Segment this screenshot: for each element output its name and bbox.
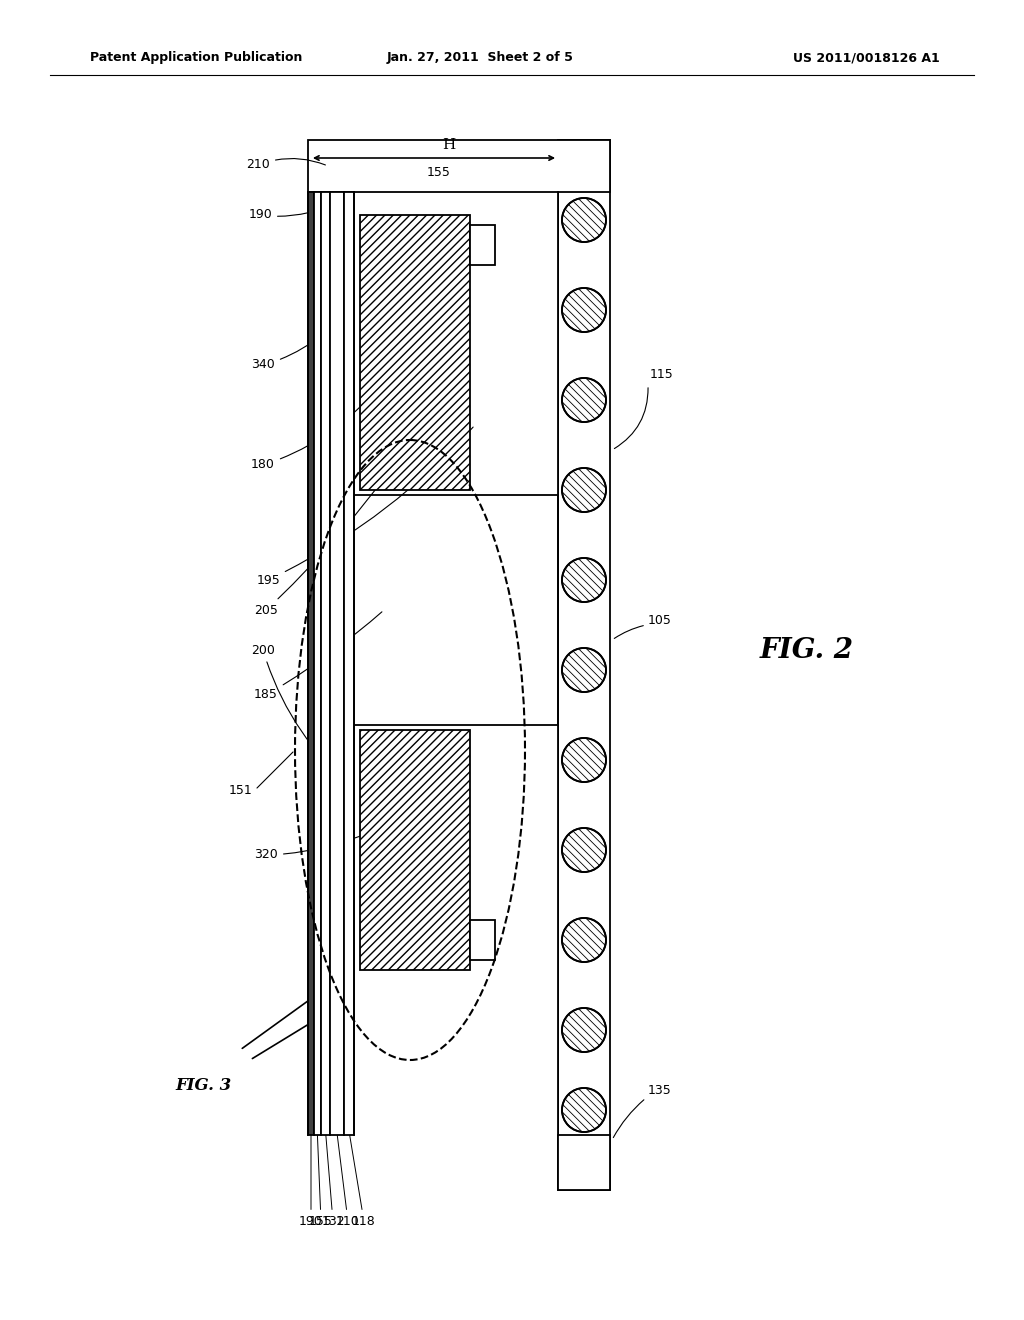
Text: 110: 110 [336,1127,359,1228]
Circle shape [562,1008,606,1052]
Text: 205: 205 [254,473,388,616]
Bar [344,495,558,725]
Text: 180: 180 [251,387,378,471]
Text: 115: 115 [650,368,674,381]
Bar [354,191,558,1135]
Text: 155: 155 [427,166,451,180]
Circle shape [562,738,606,781]
Bar [360,215,470,490]
Circle shape [562,198,606,242]
Bar [308,191,314,1135]
Text: 118: 118 [348,1127,376,1228]
Bar [360,730,470,970]
Circle shape [562,558,606,602]
Text: 200: 200 [251,644,353,788]
Text: FIG. 3: FIG. 3 [175,1077,231,1093]
Text: FIG. 2: FIG. 2 [760,636,854,664]
Text: 195: 195 [256,428,473,586]
Text: 151: 151 [228,784,252,796]
Circle shape [562,1088,606,1133]
Circle shape [562,828,606,873]
Circle shape [562,469,606,512]
Text: 135: 135 [648,1084,672,1097]
Circle shape [562,648,606,692]
Text: 210: 210 [246,158,326,172]
Bar [470,920,495,960]
Bar [321,191,330,1135]
Text: 132: 132 [322,1127,345,1228]
Circle shape [562,917,606,962]
Text: Jan. 27, 2011  Sheet 2 of 5: Jan. 27, 2011 Sheet 2 of 5 [387,51,573,65]
Text: H: H [442,139,456,152]
Text: 185: 185 [254,612,382,701]
Text: 190: 190 [299,1127,323,1228]
Bar [314,191,321,1135]
Text: 190: 190 [248,209,308,222]
Text: US 2011/0018126 A1: US 2011/0018126 A1 [794,51,940,65]
Text: 320: 320 [254,832,373,862]
Circle shape [562,288,606,333]
Bar [470,224,495,265]
Bar [558,1135,610,1191]
Text: 105: 105 [648,614,672,627]
Bar [344,191,354,1135]
Circle shape [562,378,606,422]
Text: 155: 155 [309,1127,333,1228]
Bar [308,140,610,191]
Bar [558,140,610,1191]
Text: 340: 340 [251,297,353,371]
Bar [330,191,344,1135]
Text: Patent Application Publication: Patent Application Publication [90,51,302,65]
